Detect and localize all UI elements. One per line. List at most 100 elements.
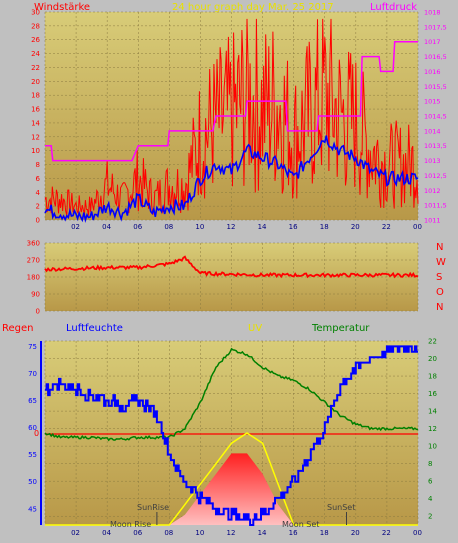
compass-label: N	[436, 242, 443, 253]
pressure-y-tick-label: 1014	[424, 127, 441, 135]
bottom-x-tick-label: 16	[289, 529, 298, 537]
top-x-tick-label: 18	[320, 223, 329, 231]
bottom-x-tick-label: 04	[102, 529, 111, 537]
direction-y-tick-label: 0	[36, 308, 40, 316]
uv-label: UV	[248, 323, 262, 334]
humidity-y-tick-label: 75	[28, 343, 37, 351]
temperature-y-tick-label: 18	[428, 373, 437, 381]
top-x-tick-label: 00	[413, 223, 422, 231]
wind-y-tick-label: 4	[36, 189, 41, 197]
top-x-tick-label: 02	[71, 223, 80, 231]
top-x-tick-label: 12	[227, 223, 236, 231]
direction-y-tick-label: 90	[31, 291, 40, 299]
temperature-y-tick-label: 8	[428, 460, 432, 468]
pressure-y-tick-label: 1011,5	[424, 202, 447, 210]
top-x-tick-label: 14	[258, 223, 267, 231]
temperature-y-tick-label: 2	[428, 513, 432, 521]
bottom-x-tick-label: 10	[195, 529, 204, 537]
pressure-y-tick-label: 1012	[424, 187, 441, 195]
wind-direction-line	[44, 255, 419, 279]
wind-y-tick-label: 16	[31, 106, 40, 114]
pressure-y-tick-label: 1015,5	[424, 83, 447, 91]
bottom-x-tick-label: 06	[133, 529, 142, 537]
pressure-y-tick-label: 1014,5	[424, 113, 447, 121]
bottom-x-tick-label: 20	[351, 529, 360, 537]
wind-y-tick-label: 2	[36, 203, 40, 211]
rain-zero-label: 0	[34, 429, 39, 438]
sunshine-area	[169, 453, 294, 525]
wind-y-tick-label: 14	[31, 119, 40, 127]
temperature-y-tick-label: 10	[428, 443, 437, 451]
pressure-y-tick-label: 1015	[424, 98, 441, 106]
direction-y-tick-label: 360	[27, 240, 40, 248]
chart-title: 24 hour graph day Mar. 25 2017	[172, 2, 334, 13]
bottom-x-tick-label: 22	[382, 529, 391, 537]
temperature-y-tick-label: 16	[428, 390, 437, 398]
direction-y-tick-label: 270	[27, 257, 40, 265]
wind-y-tick-label: 6	[36, 175, 41, 183]
top-x-tick-label: 22	[382, 223, 391, 231]
temperature-y-tick-label: 20	[428, 355, 437, 363]
humidity-y-tick-label: 50	[28, 478, 37, 486]
humidity-line	[45, 345, 418, 526]
wind-y-tick-label: 10	[31, 147, 40, 155]
temperature-y-tick-label: 6	[428, 478, 433, 486]
top-x-tick-label: 08	[164, 223, 173, 231]
humidity-y-tick-label: 70	[28, 370, 37, 378]
temperature-line	[44, 347, 419, 442]
temperatur-label: Temperatur	[311, 323, 370, 334]
compass-label: N	[436, 302, 443, 313]
pressure-y-tick-label: 1013,5	[424, 142, 447, 150]
wind-y-tick-label: 8	[36, 161, 40, 169]
bottom-x-tick-label: 02	[71, 529, 80, 537]
direction-y-tick-label: 180	[27, 274, 40, 282]
wind-y-tick-label: 28	[31, 22, 40, 30]
wind-y-tick-label: 18	[31, 92, 40, 100]
wind-average-line	[44, 135, 419, 224]
humidity-y-tick-label: 65	[28, 397, 37, 405]
temperature-y-tick-label: 4	[428, 495, 433, 503]
luftfeuchte-label: Luftfeuchte	[66, 323, 123, 334]
bottom-x-tick-label: 08	[164, 529, 173, 537]
humidity-y-tick-label: 45	[28, 505, 37, 513]
luftdruck-title: Luftdruck	[370, 2, 417, 13]
pressure-y-tick-label: 1016,5	[424, 53, 447, 61]
temperature-y-tick-label: 14	[428, 408, 437, 416]
compass-label: O	[436, 287, 444, 298]
compass-label: S	[436, 272, 442, 283]
top-x-tick-label: 16	[289, 223, 298, 231]
top-x-tick-label: 20	[351, 223, 360, 231]
pressure-y-tick-label: 1011	[424, 217, 441, 225]
top-x-tick-label: 04	[102, 223, 111, 231]
moonset-label: Moon Set	[282, 520, 319, 529]
temperature-y-tick-label: 22	[428, 338, 437, 346]
bottom-x-tick-label: 12	[227, 529, 236, 537]
wind-y-tick-label: 20	[31, 78, 40, 86]
windstaerke-title: Windstärke	[34, 2, 90, 13]
sunrise-label: SunRise	[137, 503, 169, 512]
regen-label: Regen	[2, 323, 34, 334]
humidity-y-tick-label: 60	[28, 424, 37, 432]
pressure-y-tick-label: 1013	[424, 157, 441, 165]
bottom-x-tick-label: 00	[413, 529, 422, 537]
moonrise-label: Moon Rise	[110, 520, 151, 529]
pressure-y-tick-label: 1017,5	[424, 23, 447, 31]
top-x-tick-label: 10	[195, 223, 204, 231]
pressure-y-tick-label: 1017	[424, 38, 441, 46]
wind-y-tick-label: 26	[31, 36, 40, 44]
bottom-x-tick-label: 18	[320, 529, 329, 537]
wind-y-tick-label: 0	[36, 217, 40, 225]
humidity-y-tick-label: 55	[28, 451, 37, 459]
compass-label: W	[436, 257, 446, 268]
pressure-y-tick-label: 1012,5	[424, 172, 447, 180]
wind-y-tick-label: 22	[31, 64, 40, 72]
temperature-y-tick-label: 12	[428, 425, 437, 433]
wind-y-tick-label: 12	[31, 133, 40, 141]
top-x-tick-label: 06	[133, 223, 142, 231]
sunset-label: SunSet	[327, 503, 355, 512]
wind-y-tick-label: 30	[31, 9, 40, 17]
bottom-x-tick-label: 14	[258, 529, 267, 537]
wind-y-tick-label: 24	[31, 50, 40, 58]
